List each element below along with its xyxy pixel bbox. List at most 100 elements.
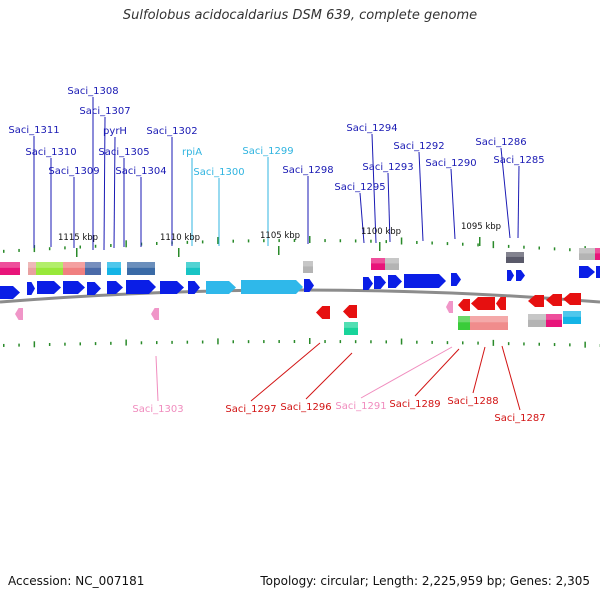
tick-mark-top xyxy=(309,236,311,244)
forward-gene-arrow xyxy=(241,280,303,294)
tick-mark-top xyxy=(94,244,97,248)
forward-gene-arrow xyxy=(374,276,386,289)
tick-mark-top xyxy=(324,239,326,243)
tick-mark-bottom xyxy=(217,338,219,345)
forward-gene-arrow xyxy=(0,286,20,299)
tick-mark-bottom xyxy=(385,340,387,344)
tick-mark-top xyxy=(263,239,265,243)
forward-gene-arrow xyxy=(206,281,236,294)
scale-label: 1095 kbp xyxy=(461,222,501,232)
feature-block-highlight xyxy=(563,311,581,317)
reverse-gene-track xyxy=(15,293,581,320)
feature-block xyxy=(63,262,85,275)
feature-block-highlight xyxy=(344,322,358,328)
genome-summary-text: Topology: circular; Length: 2,225,959 bp… xyxy=(260,574,590,588)
tick-mark-top xyxy=(125,240,127,248)
gene-label: Saci_1285 xyxy=(493,155,544,166)
scale-label: 1105 kbp xyxy=(260,231,300,241)
tick-mark-top xyxy=(201,240,204,244)
gene-label: Saci_1308 xyxy=(67,86,118,97)
tick-mark-bottom xyxy=(247,340,250,344)
tick-mark-bottom xyxy=(569,343,571,347)
reverse-gene-arrow xyxy=(458,299,470,311)
forward-gene-arrow xyxy=(160,281,184,294)
feature-block xyxy=(303,261,313,273)
leader-line xyxy=(500,147,511,239)
feature-block-highlight xyxy=(528,314,546,320)
tick-mark-top xyxy=(79,245,81,249)
gene-label: Saci_1292 xyxy=(393,141,444,152)
tick-mark-bottom xyxy=(140,341,143,345)
ticks-bottom xyxy=(3,338,600,348)
tick-mark-bottom xyxy=(186,340,189,344)
feature-block-highlight xyxy=(470,316,508,323)
leader-line xyxy=(414,348,460,397)
feature-block xyxy=(127,262,155,275)
accession-text: Accession: NC_007181 xyxy=(8,574,145,588)
leader-line xyxy=(113,136,116,249)
feature-block-highlight xyxy=(303,261,313,267)
tick-mark-bottom xyxy=(507,342,510,346)
tick-mark-bottom xyxy=(64,342,66,346)
reverse-gene-arrow xyxy=(15,308,23,320)
forward-gene-arrow xyxy=(37,281,61,294)
gene-label: Saci_1304 xyxy=(115,166,166,177)
tick-mark-bottom xyxy=(416,340,418,344)
leader-line xyxy=(103,116,106,251)
forward-gene-arrow xyxy=(451,273,461,286)
feature-block-highlight xyxy=(85,262,101,268)
reverse-gene-arrow xyxy=(563,293,581,305)
leader-line xyxy=(387,172,391,243)
scale-label: 1115 kbp xyxy=(58,233,98,243)
tick-mark-bottom xyxy=(201,340,204,344)
feature-block-highlight xyxy=(546,314,562,320)
forward-gene-arrow xyxy=(107,281,123,294)
tick-mark-bottom xyxy=(18,343,20,347)
feature-block-highlight xyxy=(0,262,20,268)
tick-mark-top xyxy=(538,246,540,250)
feature-block-highlight xyxy=(107,262,121,268)
tick-mark-bottom xyxy=(400,338,403,345)
tick-mark-top xyxy=(477,243,479,247)
tick-mark-bottom xyxy=(446,341,449,345)
tick-mark-top xyxy=(507,244,510,248)
feature-block xyxy=(385,258,399,270)
feature-block xyxy=(344,322,358,335)
tick-mark-top xyxy=(33,245,36,253)
forward-gene-arrow xyxy=(404,274,446,288)
reverse-gene-arrow xyxy=(316,306,330,319)
tick-mark-top xyxy=(354,239,357,243)
feature-block xyxy=(563,311,581,324)
tick-mark-bottom xyxy=(431,340,433,344)
tick-mark-top xyxy=(462,242,464,246)
tick-mark-top xyxy=(523,245,525,249)
forward-gene-arrow xyxy=(27,282,35,295)
gene-label: Saci_1310 xyxy=(25,147,76,158)
gene-label: Saci_1295 xyxy=(334,182,385,193)
major-tick xyxy=(178,248,180,257)
tick-mark-top xyxy=(232,239,234,243)
tick-mark-bottom xyxy=(553,343,556,347)
forward-gene-arrow xyxy=(596,266,600,278)
tick-mark-top xyxy=(416,240,418,244)
tick-mark-top xyxy=(18,248,20,252)
forward-gene-arrow xyxy=(126,280,156,294)
feature-block-highlight xyxy=(371,258,385,264)
gene-label: Saci_1307 xyxy=(79,106,130,117)
gene-label: Saci_1300 xyxy=(193,167,244,178)
page-title: Sulfolobus acidocaldarius DSM 639, compl… xyxy=(122,8,478,23)
tick-mark-top xyxy=(370,239,372,243)
tick-mark-bottom xyxy=(171,340,173,344)
forward-gene-arrow xyxy=(507,270,514,281)
tick-mark-top xyxy=(110,244,112,248)
feature-block-highlight xyxy=(595,248,600,254)
gene-label: Saci_1296 xyxy=(280,402,331,413)
tick-mark-bottom xyxy=(232,340,234,344)
tick-mark-top xyxy=(553,247,556,251)
reverse-gene-arrow xyxy=(446,301,453,313)
feature-block-highlight xyxy=(458,316,470,323)
tick-mark-bottom xyxy=(523,342,525,346)
tick-mark-top xyxy=(400,237,403,245)
tick-mark-bottom xyxy=(263,340,265,344)
